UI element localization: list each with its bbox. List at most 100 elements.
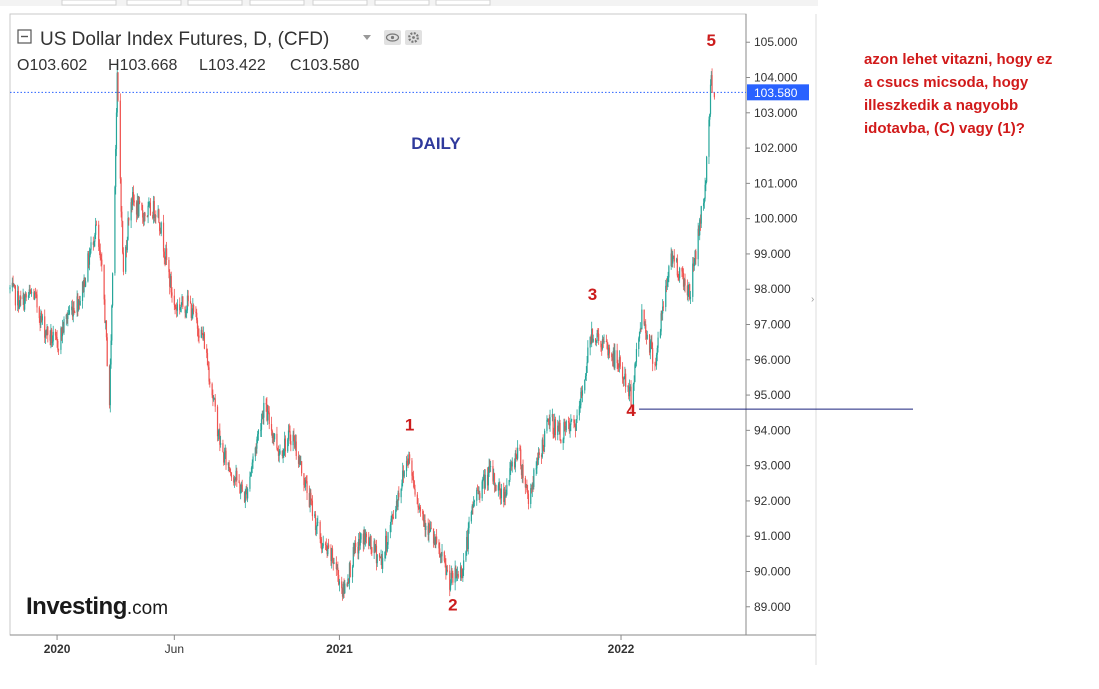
candle <box>71 300 73 315</box>
candle <box>357 541 359 560</box>
candle <box>77 293 79 317</box>
candle <box>174 303 176 315</box>
scroll-right-icon[interactable]: › <box>811 294 814 305</box>
gear-icon[interactable] <box>405 30 422 45</box>
candle <box>68 305 71 316</box>
note-line: idotavba, (C) vagy (1)? <box>864 120 1025 137</box>
candle <box>256 436 258 454</box>
y-tick-label: 100.000 <box>754 212 798 226</box>
candle <box>308 485 310 508</box>
candle <box>114 185 116 276</box>
candle <box>197 325 199 342</box>
candle <box>72 301 74 323</box>
candle <box>203 331 206 350</box>
candle <box>699 214 702 231</box>
toolbar-strip[interactable] <box>0 0 818 6</box>
price-axis: 105.000 104.000 103.000 102.000 101.000 100.0… <box>746 35 798 614</box>
candle <box>260 413 263 437</box>
candle <box>252 453 254 469</box>
candle <box>646 330 648 340</box>
candle <box>66 312 68 324</box>
candle <box>381 554 383 569</box>
candle <box>287 424 290 447</box>
candle <box>343 578 345 598</box>
candle <box>482 476 484 489</box>
annotation-note: azon lehet vitazni, hogy ez a csucs micso… <box>864 51 1052 137</box>
candle <box>289 425 291 444</box>
candle <box>611 352 613 362</box>
candle <box>488 458 490 477</box>
candle <box>298 454 300 468</box>
candle <box>108 364 111 409</box>
candle <box>149 201 151 209</box>
candle <box>168 257 170 279</box>
candle <box>657 331 659 353</box>
price-axis-panel[interactable] <box>746 14 816 635</box>
candle <box>434 534 436 549</box>
candle <box>579 398 581 413</box>
candle <box>192 298 194 319</box>
candle <box>509 461 511 482</box>
candle <box>189 295 192 304</box>
candle <box>335 556 337 576</box>
candle <box>154 214 156 223</box>
candle <box>465 550 467 563</box>
candle <box>446 565 448 576</box>
candle <box>191 308 193 321</box>
candle <box>439 542 441 558</box>
candle <box>83 274 85 298</box>
candle <box>605 334 607 343</box>
candle <box>82 279 84 293</box>
candle <box>209 378 211 388</box>
candle <box>489 459 491 473</box>
candle <box>560 439 562 444</box>
eye-icon[interactable] <box>384 30 401 45</box>
candle <box>63 316 65 335</box>
candle <box>18 300 20 310</box>
candle <box>515 447 517 460</box>
candle <box>17 284 19 312</box>
candle <box>202 332 204 341</box>
candle <box>41 314 44 325</box>
candle <box>271 429 273 444</box>
candle <box>702 198 705 211</box>
candle <box>495 484 497 492</box>
chart-legend[interactable]: US Dollar Index Futures, D, (CFD) O103.6… <box>17 29 422 74</box>
candle <box>405 456 408 477</box>
candle <box>662 301 665 311</box>
candle <box>261 410 263 420</box>
candle <box>575 418 577 432</box>
candle <box>319 520 321 544</box>
candle <box>338 569 340 586</box>
plot-area[interactable] <box>9 13 747 636</box>
candle <box>687 284 689 302</box>
last-price-value: 103.580 <box>754 86 798 100</box>
candle <box>142 204 144 224</box>
candle <box>565 419 567 433</box>
candle <box>651 334 653 350</box>
candle <box>476 484 479 491</box>
candle <box>149 198 152 216</box>
candle <box>115 144 117 195</box>
candle <box>520 445 522 470</box>
candle <box>574 419 576 428</box>
candle <box>314 510 317 536</box>
candle <box>375 539 378 571</box>
wave-label-1: 1 <box>405 415 414 434</box>
candle <box>569 423 571 438</box>
candle <box>633 375 635 391</box>
candle <box>589 336 591 356</box>
candle <box>73 300 75 315</box>
candle <box>473 499 476 507</box>
dropdown-arrow-icon[interactable] <box>363 35 371 40</box>
candle <box>294 435 296 450</box>
candle <box>212 389 214 407</box>
candle <box>181 294 183 306</box>
candle <box>245 486 247 495</box>
candle <box>392 513 394 525</box>
candle <box>292 430 294 452</box>
candle <box>368 532 370 550</box>
candle <box>423 514 425 528</box>
candle <box>325 538 327 551</box>
collapse-icon[interactable] <box>17 29 32 44</box>
